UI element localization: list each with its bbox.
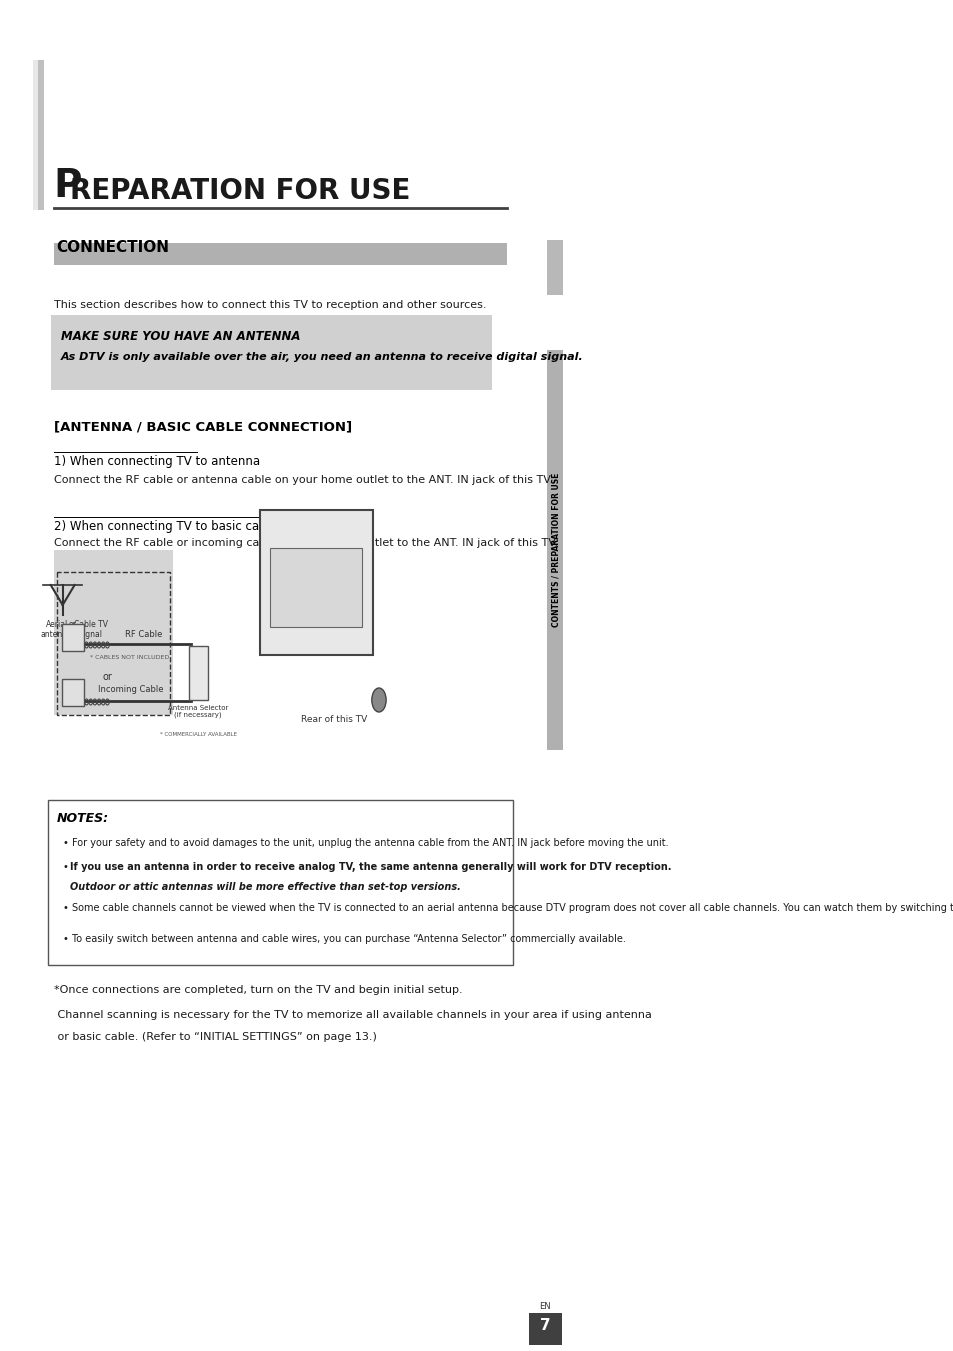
Text: RF Cable: RF Cable [125,630,163,639]
Text: or: or [102,671,112,682]
Text: As DTV is only available over the air, you need an antenna to receive digital si: As DTV is only available over the air, y… [61,353,583,362]
FancyBboxPatch shape [53,550,172,715]
FancyBboxPatch shape [48,800,513,965]
Text: or basic cable. (Refer to “INITIAL SETTINGS” on page 13.): or basic cable. (Refer to “INITIAL SETTI… [53,1032,376,1042]
Text: Connect the RF cable or antenna cable on your home outlet to the ANT. IN jack of: Connect the RF cable or antenna cable on… [53,476,552,485]
Text: NOTES:: NOTES: [56,812,109,825]
Text: Incoming Cable: Incoming Cable [98,685,164,694]
Text: Channel scanning is necessary for the TV to memorize all available channels in y: Channel scanning is necessary for the TV… [53,1011,651,1020]
Text: *Once connections are completed, turn on the TV and begin initial setup.: *Once connections are completed, turn on… [53,985,462,994]
Circle shape [372,688,386,712]
FancyBboxPatch shape [189,646,208,700]
Text: Connect the RF cable or incoming cable on your home outlet to the ANT. IN jack o: Connect the RF cable or incoming cable o… [53,538,558,549]
Text: This section describes how to connect this TV to reception and other sources.: This section describes how to connect th… [53,300,486,309]
FancyBboxPatch shape [270,549,362,627]
FancyBboxPatch shape [528,1313,561,1346]
FancyBboxPatch shape [62,680,84,707]
Text: 1) When connecting TV to antenna: 1) When connecting TV to antenna [53,455,259,467]
FancyBboxPatch shape [32,59,44,209]
Text: * CABLES NOT INCLUDED: * CABLES NOT INCLUDED [90,655,169,661]
Text: • Some cable channels cannot be viewed when the TV is connected to an aerial ant: • Some cable channels cannot be viewed w… [63,902,953,913]
FancyBboxPatch shape [53,243,507,265]
Text: CONTENTS / PREPARATION FOR USE: CONTENTS / PREPARATION FOR USE [551,473,560,627]
Text: P: P [53,168,82,205]
Text: REPARATION FOR USE: REPARATION FOR USE [71,177,411,205]
Text: • For your safety and to avoid damages to the unit, unplug the antenna cable fro: • For your safety and to avoid damages t… [63,838,668,848]
Text: Aerial
antenna: Aerial antenna [41,620,72,639]
Text: Cable TV
signal: Cable TV signal [73,620,108,639]
Text: 2) When connecting TV to basic cable (without box): 2) When connecting TV to basic cable (wi… [53,520,359,534]
FancyBboxPatch shape [259,509,373,655]
FancyBboxPatch shape [546,350,563,750]
Text: Outdoor or attic antennas will be more effective than set-top versions.: Outdoor or attic antennas will be more e… [70,882,460,892]
Text: 7: 7 [539,1319,550,1333]
Text: Antenna Selector
(if necessary): Antenna Selector (if necessary) [168,705,228,719]
FancyBboxPatch shape [51,315,492,390]
Text: or: or [69,620,76,630]
Text: •: • [63,862,71,871]
Text: EN: EN [538,1302,550,1310]
Text: [ANTENNA / BASIC CABLE CONNECTION]: [ANTENNA / BASIC CABLE CONNECTION] [53,420,352,434]
Text: • To easily switch between antenna and cable wires, you can purchase “Antenna Se: • To easily switch between antenna and c… [63,934,625,944]
FancyBboxPatch shape [546,240,563,295]
Text: Rear of this TV: Rear of this TV [301,715,367,724]
Text: If you use an antenna in order to receive analog TV, the same antenna generally : If you use an antenna in order to receiv… [70,862,671,871]
Text: CONNECTION: CONNECTION [56,240,170,255]
Text: MAKE SURE YOU HAVE AN ANTENNA: MAKE SURE YOU HAVE AN ANTENNA [61,330,300,343]
FancyBboxPatch shape [32,59,38,209]
FancyBboxPatch shape [62,624,84,651]
Text: * COMMERCIALLY AVAILABLE: * COMMERCIALLY AVAILABLE [159,732,236,738]
